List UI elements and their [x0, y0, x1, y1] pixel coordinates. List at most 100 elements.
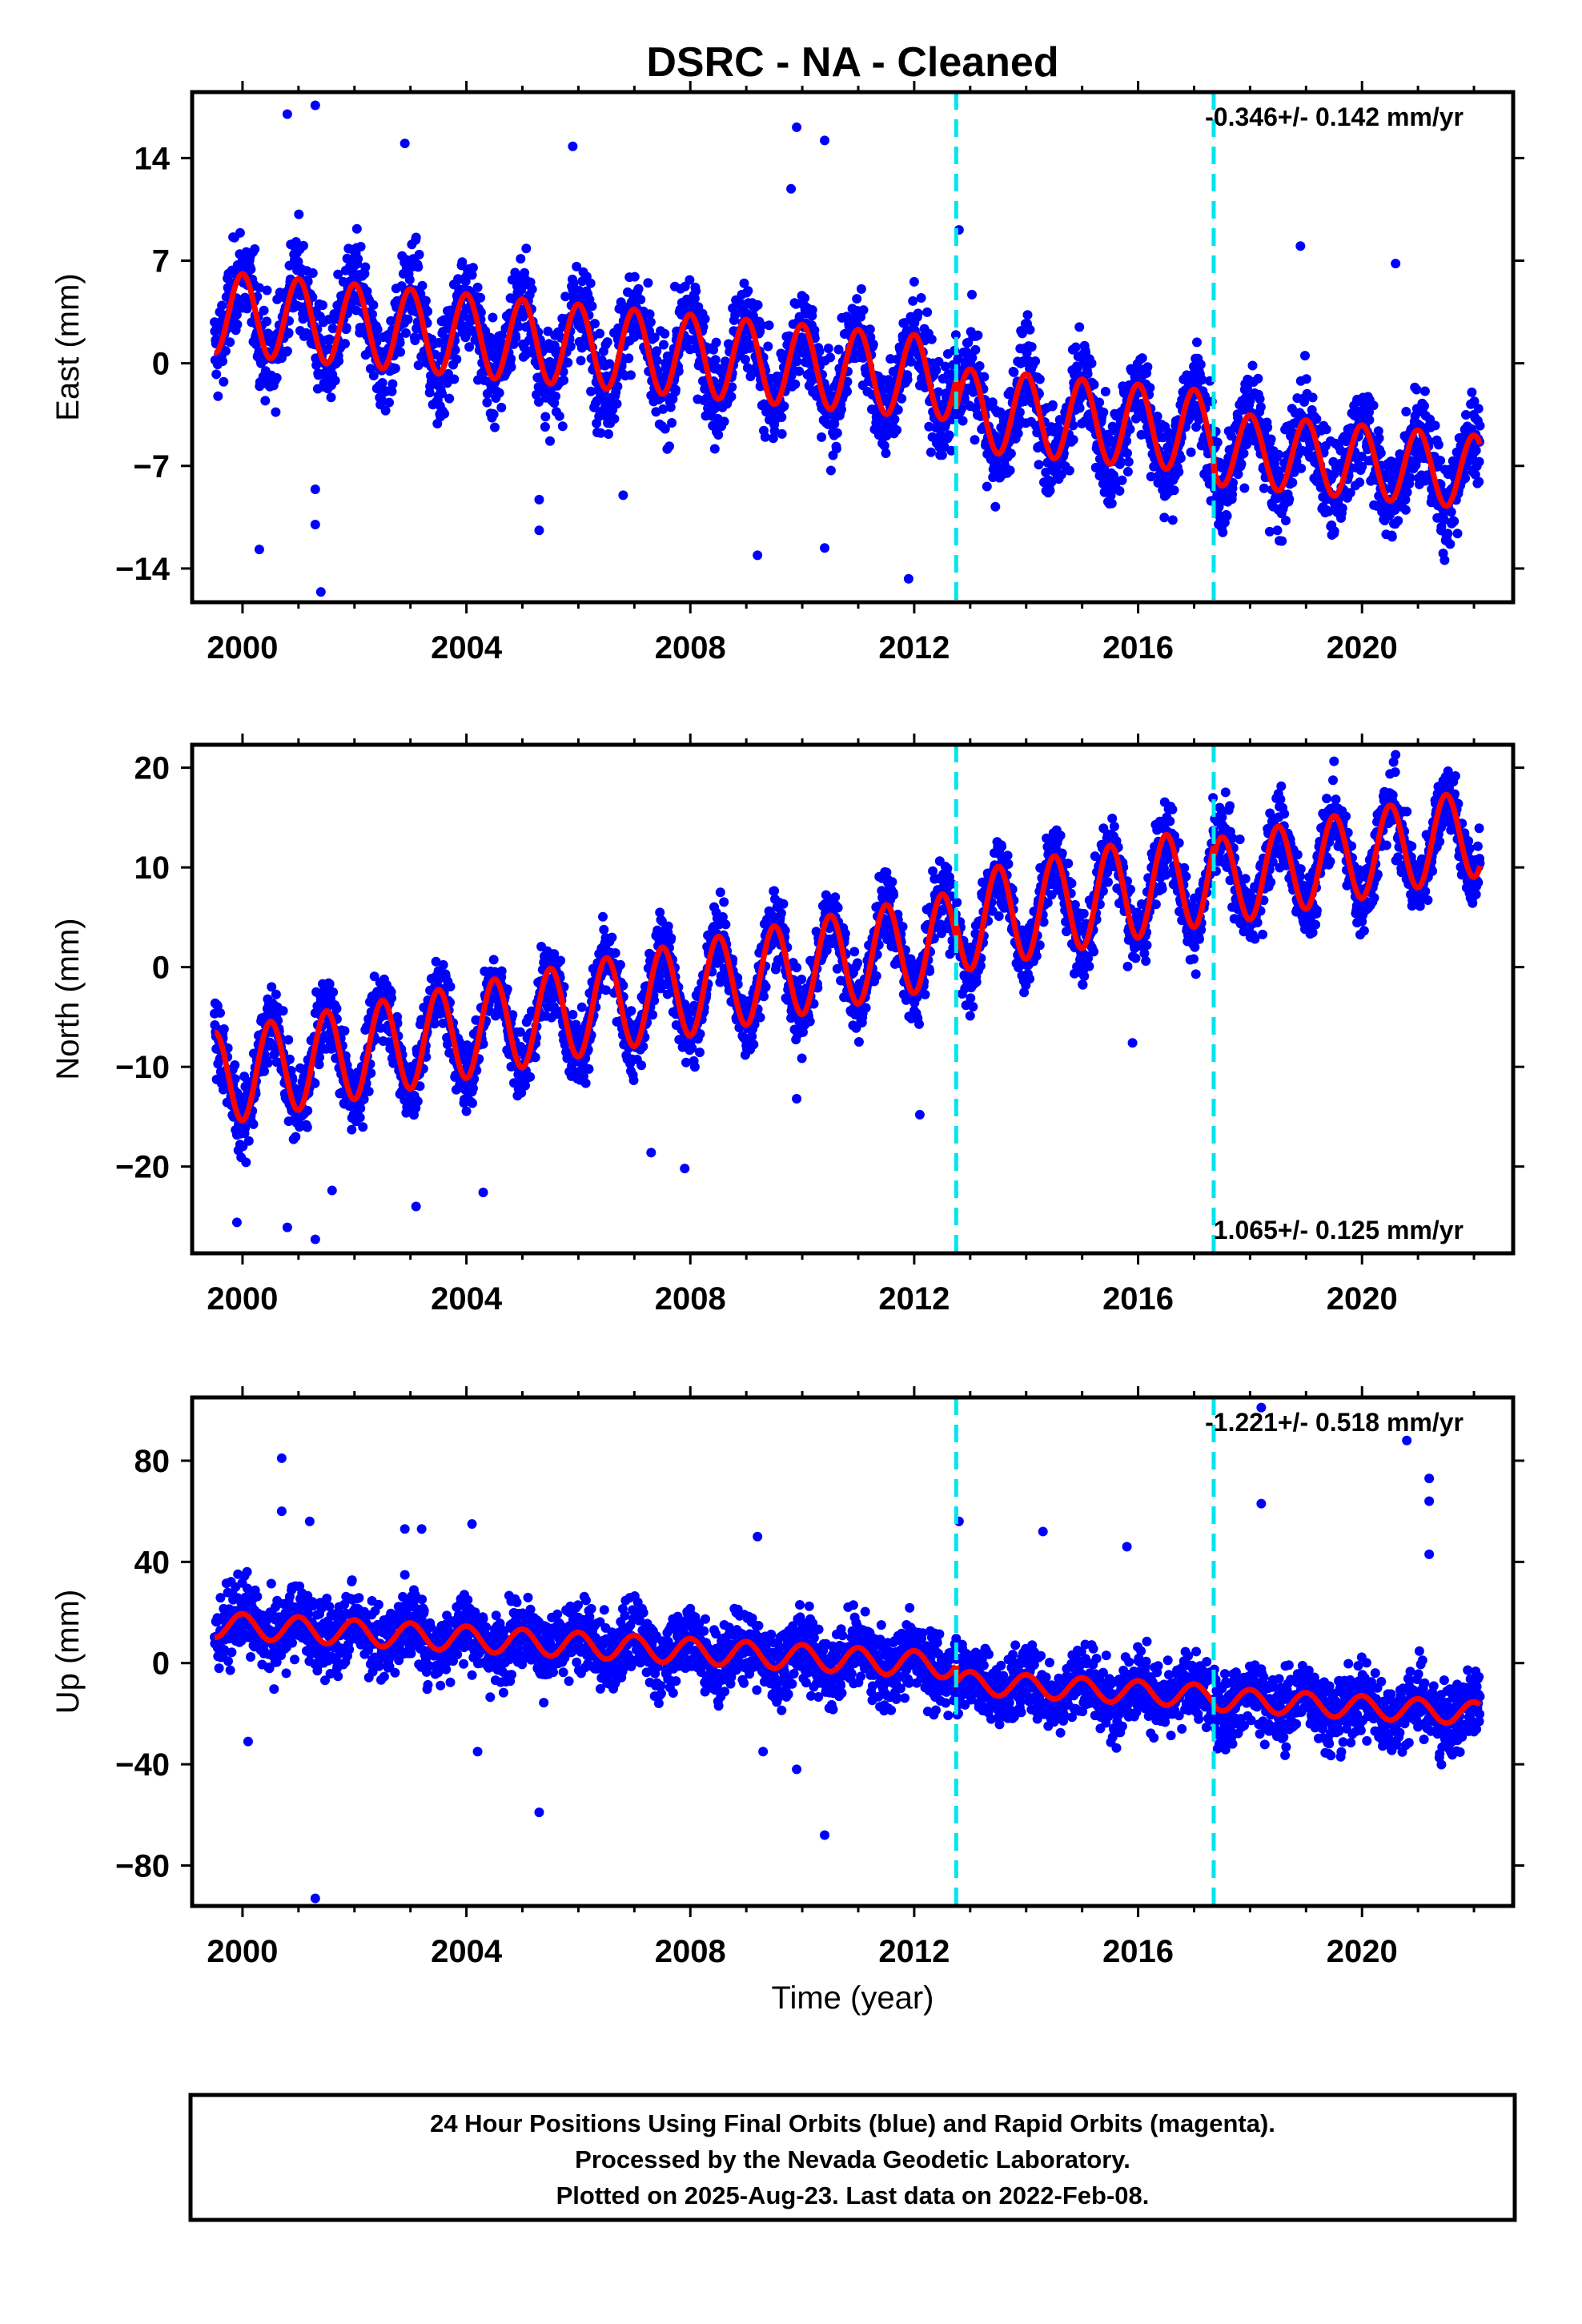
- data-point: [913, 308, 923, 319]
- data-point: [372, 324, 383, 335]
- data-point: [1300, 351, 1310, 361]
- data-point: [516, 254, 526, 264]
- data-point: [937, 450, 947, 460]
- data-point: [670, 384, 681, 395]
- data-point: [1175, 453, 1186, 463]
- data-point: [1439, 555, 1450, 565]
- data-point: [259, 1066, 269, 1076]
- x-tick-label: 2008: [655, 630, 726, 665]
- data-point: [865, 324, 875, 335]
- data-point: [1375, 448, 1386, 458]
- data-point: [339, 1026, 350, 1036]
- data-point: [1064, 465, 1074, 476]
- data-point: [1123, 456, 1134, 467]
- data-point: [1074, 322, 1085, 332]
- x-tick-label: 2000: [207, 630, 278, 665]
- data-point: [713, 430, 724, 440]
- data-point: [1405, 472, 1415, 483]
- data-point: [360, 262, 371, 272]
- data-point: [1005, 465, 1015, 476]
- data-point: [1105, 434, 1115, 444]
- data-point: [377, 378, 387, 388]
- data-point: [429, 1019, 440, 1029]
- data-point: [584, 1063, 594, 1074]
- data-point: [1299, 396, 1310, 407]
- data-point: [1368, 400, 1379, 411]
- data-point: [990, 501, 1001, 512]
- data-point: [610, 948, 620, 958]
- data-point: [1364, 415, 1375, 425]
- data-point: [628, 1076, 639, 1085]
- data-point: [974, 361, 985, 371]
- x-tick-label: 2004: [431, 630, 503, 665]
- data-point: [565, 341, 576, 352]
- data-point: [763, 341, 773, 352]
- data-point: [587, 301, 597, 312]
- data-point: [1419, 401, 1429, 411]
- data-point: [931, 365, 942, 376]
- data-point: [636, 1060, 647, 1071]
- outlier-point: [310, 485, 320, 495]
- data-point: [1009, 367, 1019, 377]
- data-point: [748, 311, 758, 321]
- data-point: [331, 1003, 342, 1014]
- data-point: [1433, 440, 1443, 450]
- data-point: [946, 445, 957, 456]
- data-point: [384, 397, 394, 408]
- data-point: [438, 959, 448, 970]
- data-point: [1473, 404, 1484, 414]
- data-point: [652, 356, 662, 366]
- outlier-point: [534, 525, 544, 536]
- x-tick-label: 2012: [878, 630, 950, 665]
- data-point: [1242, 383, 1252, 393]
- data-point: [958, 416, 968, 426]
- velocity-annotation: -0.346+/- 0.142 mm/yr: [1205, 103, 1464, 131]
- data-point: [1086, 358, 1097, 368]
- data-point: [817, 432, 827, 442]
- data-point: [1025, 324, 1035, 335]
- data-point: [307, 268, 318, 278]
- data-point: [940, 361, 950, 372]
- outlier-point: [903, 573, 913, 584]
- data-point: [1287, 477, 1298, 488]
- data-point: [800, 293, 810, 304]
- data-point: [1452, 529, 1463, 539]
- outlier-point: [786, 183, 797, 194]
- data-point: [521, 243, 532, 254]
- data-point: [959, 393, 970, 404]
- data-point: [768, 433, 778, 444]
- data-point: [496, 966, 507, 976]
- data-point: [411, 232, 421, 243]
- data-point: [262, 285, 272, 296]
- data-point: [623, 287, 632, 297]
- data-point: [1017, 328, 1027, 339]
- data-point: [892, 425, 902, 435]
- data-point: [330, 376, 340, 386]
- data-point: [1321, 424, 1331, 435]
- data-point: [842, 376, 853, 387]
- data-point: [660, 328, 670, 339]
- data-point: [250, 244, 260, 254]
- data-point: [809, 325, 820, 336]
- data-point: [235, 227, 245, 238]
- data-point: [534, 396, 544, 407]
- data-point: [1006, 448, 1016, 459]
- data-point: [1047, 400, 1058, 410]
- data-point: [450, 345, 460, 355]
- data-point: [482, 397, 492, 408]
- data-point: [979, 372, 990, 382]
- data-point: [629, 271, 640, 282]
- data-point: [792, 356, 802, 367]
- data-point: [807, 305, 817, 315]
- data-point: [739, 278, 749, 288]
- data-point: [1474, 456, 1484, 467]
- data-point: [604, 359, 615, 369]
- data-point: [445, 982, 456, 991]
- data-point: [1345, 488, 1355, 498]
- data-point: [380, 405, 391, 416]
- data-point: [488, 312, 498, 323]
- data-point: [563, 357, 573, 368]
- data-point: [476, 292, 486, 303]
- data-point: [572, 261, 582, 271]
